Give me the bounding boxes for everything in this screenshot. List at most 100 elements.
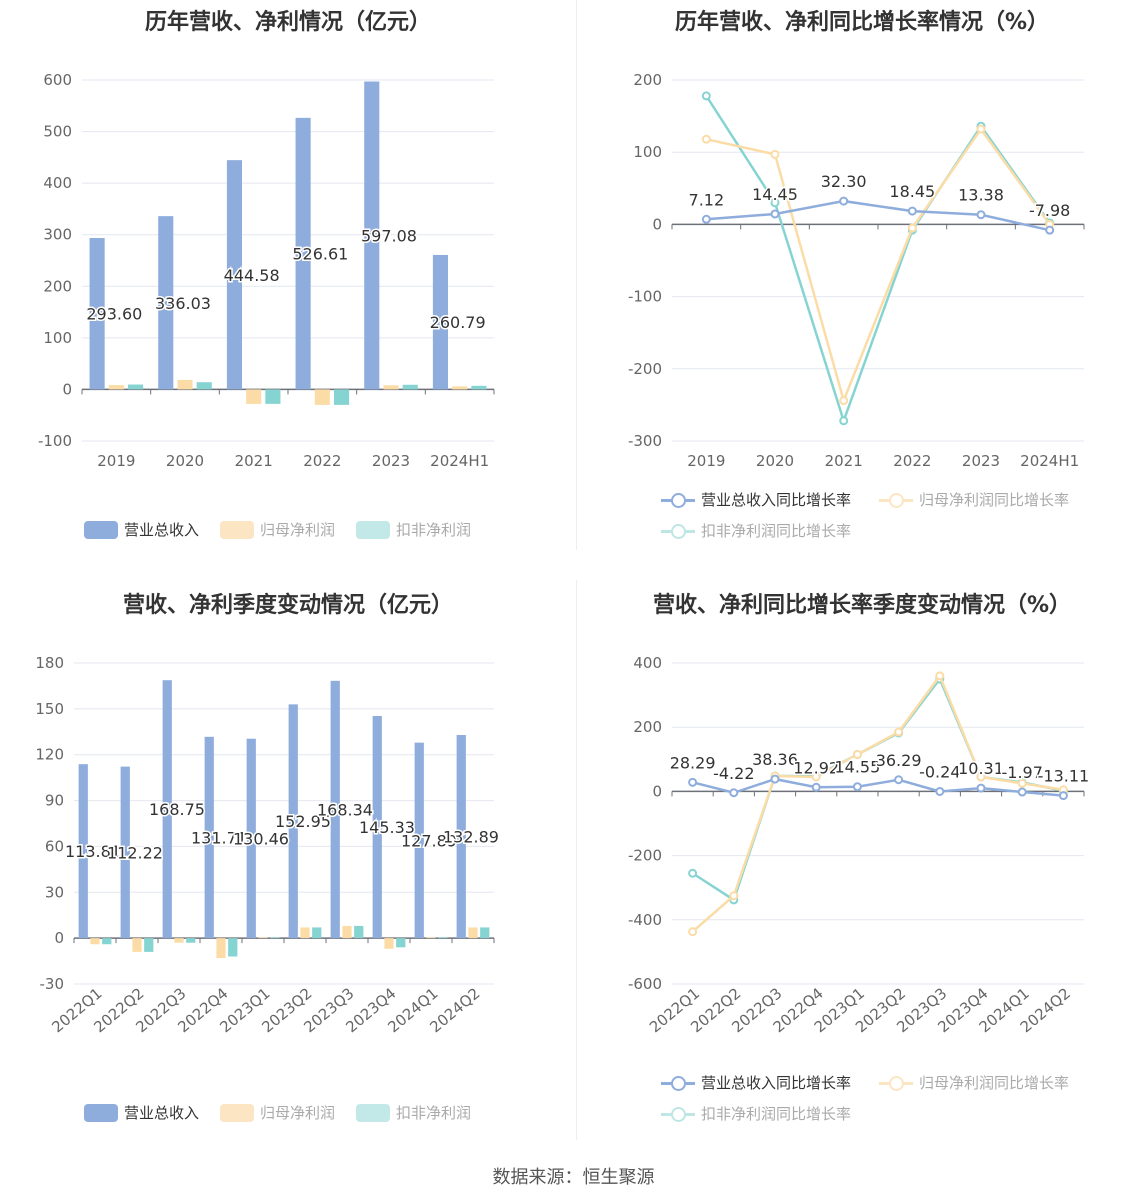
data-point: [976, 124, 986, 134]
data-point: [701, 214, 711, 224]
y-tick-label: 120: [35, 746, 64, 764]
y-tick-label: 0: [62, 380, 72, 398]
bar-net-profit: [300, 927, 310, 939]
legend-label: 营业总收入同比增长率: [701, 1074, 852, 1092]
legend-swatch: [220, 520, 254, 539]
bar-deducted-profit: [438, 937, 448, 939]
legend-item-deducted-profit[interactable]: 扣非净利润: [356, 1102, 471, 1123]
legend-label: 扣非净利润同比增长率: [701, 1105, 852, 1123]
legend-item-revenue-growth[interactable]: 营业总收入同比增长率: [661, 489, 851, 510]
legend-item-revenue[interactable]: 营业总收入: [84, 1102, 199, 1123]
legend-item-net-profit-growth[interactable]: 归母净利润同比增长率: [879, 1072, 1069, 1093]
data-point: [976, 772, 986, 782]
bar-value-label: 336.03: [155, 294, 211, 313]
legend-item-deducted-profit[interactable]: 扣非净利润: [356, 519, 471, 540]
y-tick-label: 90: [45, 792, 64, 810]
point-value-label: 13.38: [958, 186, 1004, 205]
bar-revenue: [432, 254, 448, 390]
legend-item-net-profit[interactable]: 归母净利润: [220, 519, 335, 540]
bar-deducted-profit: [396, 938, 406, 948]
bar-value-label: 168.34: [317, 800, 373, 819]
point-value-label: 38.36: [752, 750, 798, 769]
x-tick-label: 2023: [962, 452, 1000, 470]
quarterly-growth-panel: 营收、净利同比增长率季度变动情况（%） -600 -400 -200 0 200 400 2…: [577, 583, 1147, 1143]
point-value-label: 7.12: [689, 190, 725, 209]
bar-revenue: [295, 117, 311, 390]
y-tick-label: 100: [633, 143, 662, 161]
data-point: [770, 198, 780, 208]
legend-swatch: [879, 1074, 913, 1092]
x-tick-label: 2024H1: [1020, 452, 1079, 470]
point-value-label: 14.45: [752, 185, 798, 204]
legend-item-revenue-growth[interactable]: 营业总收入同比增长率: [661, 1072, 851, 1093]
bar-revenue: [372, 715, 382, 939]
legend-label: 扣非净利润: [396, 521, 472, 539]
y-tick-label: 400: [43, 174, 72, 192]
y-tick-label: 60: [45, 837, 64, 855]
y-tick-label: 100: [43, 329, 72, 347]
legend-label: 归母净利润同比增长率: [919, 1074, 1070, 1092]
chart-title: 营收、净利同比增长率季度变动情况（%）: [652, 593, 1072, 618]
legend-item-net-profit[interactable]: 归母净利润: [220, 1102, 335, 1123]
data-point: [907, 223, 917, 233]
bar-value-label: 113.81: [65, 842, 121, 861]
y-tick-label: 0: [652, 215, 662, 233]
bar-net-profit: [90, 938, 100, 945]
y-tick-label: -30: [40, 975, 65, 993]
bar-net-profit: [468, 927, 478, 939]
data-point: [701, 91, 711, 101]
bar-net-profit: [383, 385, 399, 390]
data-point: [1045, 225, 1055, 235]
bar-net-profit: [132, 938, 142, 952]
x-tick-label: 2019: [687, 452, 725, 470]
bar-value-label: 112.22: [107, 843, 163, 862]
data-point: [839, 196, 849, 206]
data-point: [839, 416, 849, 426]
bar-deducted-profit: [265, 389, 281, 404]
bar-value-label: 444.58: [224, 266, 280, 285]
legend-swatch: [661, 1074, 695, 1092]
series-line-revenue-growth: [706, 199, 1050, 232]
bar-revenue: [226, 160, 242, 390]
y-tick-label: 180: [35, 654, 64, 672]
legend-item-revenue[interactable]: 营业总收入: [84, 519, 199, 540]
x-tick-label: 2022: [303, 452, 341, 470]
data-point: [976, 210, 986, 220]
bar-deducted-profit: [312, 927, 322, 939]
bar-net-profit: [216, 938, 226, 959]
legend-item-deducted-profit-growth[interactable]: 扣非净利润同比增长率: [661, 1103, 851, 1124]
annual-growth-panel: 历年营收、净利同比增长率情况（%） -300 -200 -100 0 100 200 201…: [577, 0, 1147, 560]
legend-item-deducted-profit-growth[interactable]: 扣非净利润同比增长率: [661, 520, 851, 541]
legend-label: 归母净利润同比增长率: [919, 491, 1070, 509]
y-tick-label: -200: [628, 847, 662, 865]
series-line-net-profit-growth: [706, 126, 1051, 405]
legend-label: 扣非净利润同比增长率: [701, 522, 852, 540]
data-point: [1058, 791, 1068, 801]
bar-revenue: [456, 735, 466, 939]
y-tick-label: -300: [628, 432, 662, 450]
bar-net-profit: [342, 925, 352, 939]
legend-item-net-profit-growth[interactable]: 归母净利润同比增长率: [879, 489, 1069, 510]
bar-deducted-profit: [480, 927, 490, 939]
y-tick-label: 200: [633, 718, 662, 736]
bar-deducted-profit: [354, 925, 364, 939]
data-point: [770, 209, 780, 219]
bar-net-profit: [177, 379, 193, 390]
bar-value-label: 127.89: [401, 831, 457, 850]
bar-revenue: [246, 738, 256, 939]
bar-value-label: 526.61: [292, 245, 348, 264]
legend-swatch: [84, 520, 118, 539]
y-tick-label: -600: [628, 975, 662, 993]
quarterly-amounts-panel: 营收、净利季度变动情况（亿元） -30 0 30 60 90 120 150 180 2022Q…: [0, 583, 576, 1143]
bar-net-profit: [384, 938, 394, 949]
bar-value-label: 132.89: [443, 828, 499, 847]
data-point: [729, 891, 739, 901]
legend-label: 营业总收入同比增长率: [701, 491, 852, 509]
y-tick-label: -400: [628, 911, 662, 929]
bar-value-label: 131.71: [191, 828, 247, 847]
series-line-deducted-profit-growth: [705, 95, 1051, 425]
bar-net-profit: [174, 938, 184, 943]
data-point: [894, 775, 904, 785]
x-tick-label: 2020: [756, 452, 794, 470]
bar-deducted-profit: [402, 384, 418, 390]
